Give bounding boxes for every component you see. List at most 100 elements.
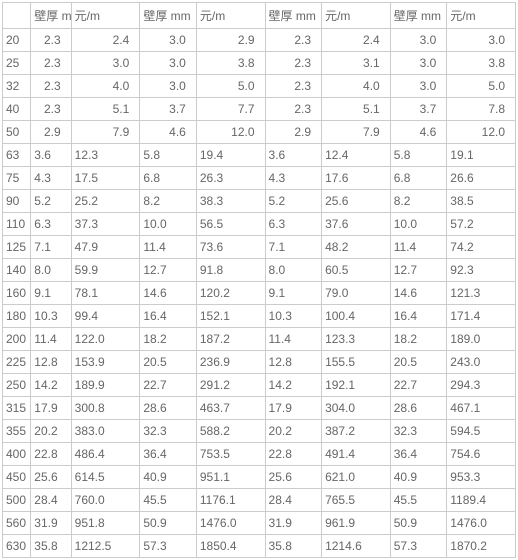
table-row: 252.33.03.03.82.33.13.03.8 (3, 52, 516, 75)
cell: 125 (3, 236, 31, 259)
cell: 31.9 (31, 512, 71, 535)
cell: 20.2 (31, 420, 71, 443)
cell: 7.1 (265, 236, 322, 259)
cell: 8.0 (31, 259, 71, 282)
cell: 153.9 (71, 351, 140, 374)
cell: 60.5 (322, 259, 391, 282)
cell: 5.2 (31, 190, 71, 213)
table-row: 50028.4760.045.51176.128.4765.545.51189.… (3, 489, 516, 512)
cell: 50.9 (140, 512, 197, 535)
cell: 99.4 (71, 305, 140, 328)
col-header-price-1: 元/m (71, 3, 140, 29)
cell: 74.2 (447, 236, 516, 259)
cell: 50.9 (390, 512, 447, 535)
cell: 8.0 (265, 259, 322, 282)
cell: 5.1 (71, 98, 140, 121)
cell: 2.3 (265, 29, 322, 52)
cell: 5.8 (140, 144, 197, 167)
cell: 467.1 (447, 397, 516, 420)
cell: 180 (3, 305, 31, 328)
table-row: 35520.2383.032.3588.220.2387.232.3594.5 (3, 420, 516, 443)
cell: 28.6 (140, 397, 197, 420)
cell: 11.4 (265, 328, 322, 351)
cell: 2.9 (31, 121, 71, 144)
cell: 9.1 (31, 282, 71, 305)
col-header-size (3, 3, 31, 29)
table-row: 45025.6614.540.9951.125.6621.040.9953.3 (3, 466, 516, 489)
cell: 3.7 (140, 98, 197, 121)
cell: 1176.1 (196, 489, 265, 512)
cell: 26.3 (196, 167, 265, 190)
cell: 4.0 (71, 75, 140, 98)
table-row: 1609.178.114.6120.29.179.014.6121.3 (3, 282, 516, 305)
cell: 765.5 (322, 489, 391, 512)
cell: 3.0 (140, 75, 197, 98)
cell: 28.4 (265, 489, 322, 512)
cell: 5.2 (265, 190, 322, 213)
cell: 491.4 (322, 443, 391, 466)
cell: 7.7 (196, 98, 265, 121)
col-header-thickness-2: 壁厚 mm (140, 3, 197, 29)
cell: 1870.2 (447, 535, 516, 558)
cell: 20.5 (140, 351, 197, 374)
cell: 22.7 (390, 374, 447, 397)
cell: 171.4 (447, 305, 516, 328)
col-header-price-2: 元/m (196, 3, 265, 29)
cell: 5.8 (390, 144, 447, 167)
table-row: 502.97.94.612.02.97.94.612.0 (3, 121, 516, 144)
cell: 25.6 (265, 466, 322, 489)
table-row: 25014.2189.922.7291.214.2192.122.7294.3 (3, 374, 516, 397)
cell: 2.3 (31, 29, 71, 52)
cell: 38.5 (447, 190, 516, 213)
cell: 7.9 (71, 121, 140, 144)
table-row: 22512.8153.920.5236.912.8155.520.5243.0 (3, 351, 516, 374)
cell: 225 (3, 351, 31, 374)
cell: 3.8 (196, 52, 265, 75)
cell: 450 (3, 466, 31, 489)
cell: 22.8 (31, 443, 71, 466)
cell: 4.0 (322, 75, 391, 98)
table-row: 56031.9951.850.91476.031.9961.950.91476.… (3, 512, 516, 535)
col-header-thickness-3: 壁厚 mm (265, 3, 322, 29)
cell: 57.3 (140, 535, 197, 558)
cell: 35.8 (31, 535, 71, 558)
cell: 32 (3, 75, 31, 98)
cell: 32.3 (140, 420, 197, 443)
cell: 91.8 (196, 259, 265, 282)
cell: 614.5 (71, 466, 140, 489)
cell: 4.6 (390, 121, 447, 144)
cell: 45.5 (390, 489, 447, 512)
cell: 75 (3, 167, 31, 190)
cell: 63 (3, 144, 31, 167)
cell: 400 (3, 443, 31, 466)
cell: 90 (3, 190, 31, 213)
cell: 14.2 (31, 374, 71, 397)
cell: 14.2 (265, 374, 322, 397)
cell: 37.6 (322, 213, 391, 236)
cell: 16.4 (140, 305, 197, 328)
cell: 59.9 (71, 259, 140, 282)
cell: 315 (3, 397, 31, 420)
col-header-thickness-4: 壁厚 mm (390, 3, 447, 29)
cell: 40.9 (390, 466, 447, 489)
cell: 57.3 (390, 535, 447, 558)
cell: 121.3 (447, 282, 516, 305)
cell: 160 (3, 282, 31, 305)
table-row: 63035.81212.557.31850.435.81214.657.3187… (3, 535, 516, 558)
cell: 8.2 (140, 190, 197, 213)
cell: 100.4 (322, 305, 391, 328)
col-header-price-4: 元/m (447, 3, 516, 29)
cell: 961.9 (322, 512, 391, 535)
cell: 1476.0 (447, 512, 516, 535)
cell: 7.9 (322, 121, 391, 144)
cell: 12.8 (31, 351, 71, 374)
cell: 22.7 (140, 374, 197, 397)
cell: 5.0 (447, 75, 516, 98)
table-body: 202.32.43.02.92.32.43.03.0252.33.03.03.8… (3, 29, 516, 558)
cell: 22.8 (265, 443, 322, 466)
cell: 2.3 (31, 52, 71, 75)
cell: 304.0 (322, 397, 391, 420)
table-row: 31517.9300.828.6463.717.9304.028.6467.1 (3, 397, 516, 420)
table-row: 40022.8486.436.4753.522.8491.436.4754.6 (3, 443, 516, 466)
cell: 2.3 (31, 75, 71, 98)
